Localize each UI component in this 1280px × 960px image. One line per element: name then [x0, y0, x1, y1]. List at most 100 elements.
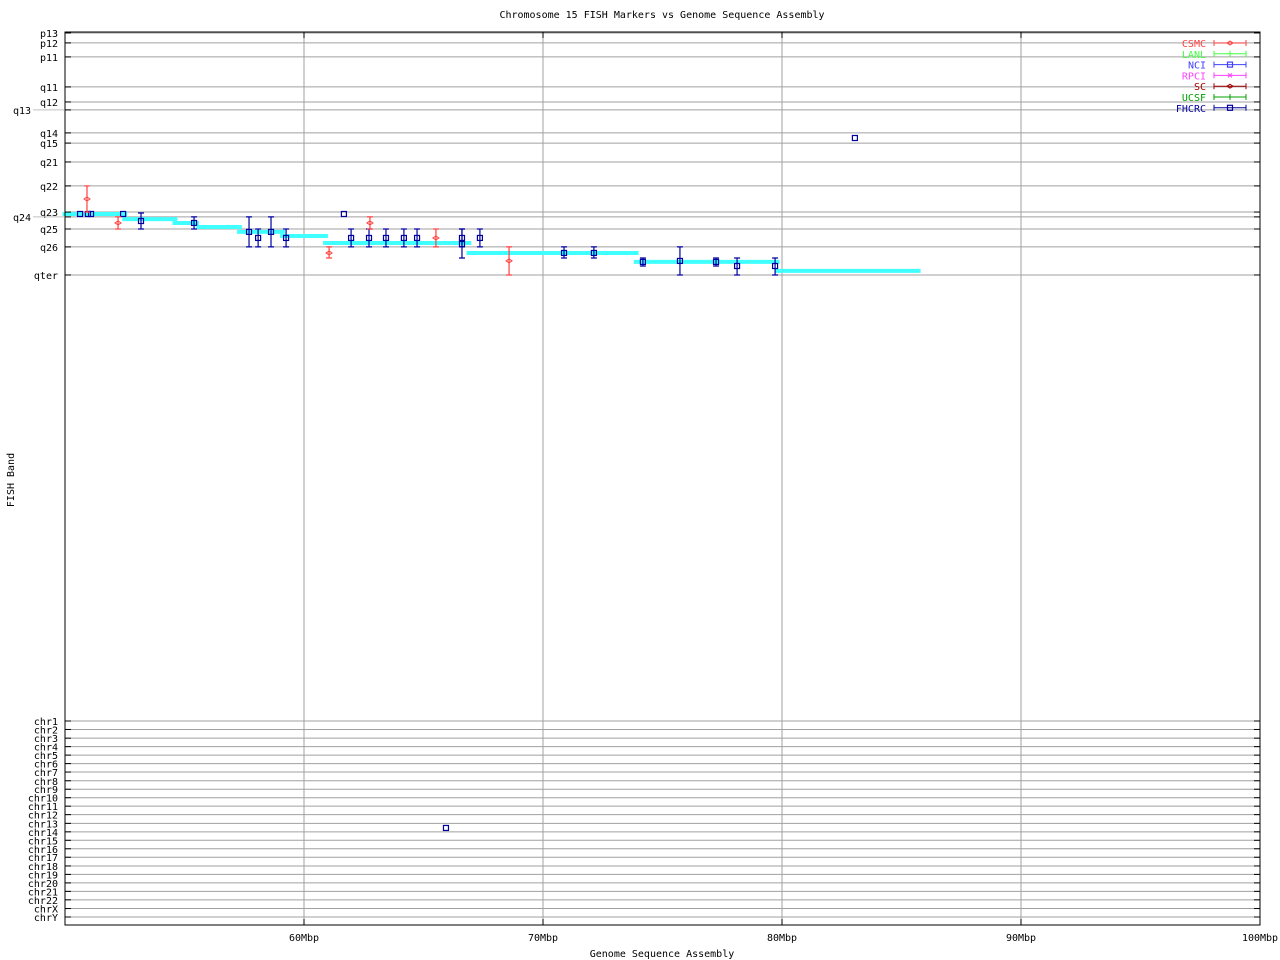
- data-point-fhcrc: [382, 234, 390, 242]
- grid: [65, 32, 1260, 925]
- error-bar: [366, 216, 373, 230]
- y-tick-label: chr22: [28, 896, 58, 907]
- data-point-csmc: [505, 258, 513, 264]
- data-point-fhcrc: [476, 234, 484, 242]
- y-tick-label: chr12: [28, 811, 58, 822]
- x-axis: 60Mbp 70Mbp 80Mbp 90Mbp 100Mbp: [289, 32, 1278, 944]
- legend-label: LANL: [1182, 50, 1206, 61]
- data-point-fhcrc: [137, 217, 145, 225]
- legend-marker: [1226, 61, 1234, 68]
- legend-label: UCSF: [1182, 93, 1206, 104]
- data-point-fhcrc: [87, 210, 95, 218]
- data-points: [76, 134, 858, 832]
- legend-line: [1213, 61, 1247, 68]
- assembly-segments: [62, 211, 921, 273]
- error-bar: [590, 246, 597, 259]
- data-point-fhcrc: [560, 249, 568, 257]
- error-bar: [676, 246, 683, 276]
- y-tick-label: q23: [40, 208, 58, 219]
- error-bar: [506, 246, 513, 276]
- error-bar: [458, 228, 465, 259]
- legend-label: CSMC: [1182, 39, 1206, 50]
- error-bar: [115, 216, 122, 230]
- y-tick-label: q11: [40, 83, 58, 94]
- y-tick-label: chr21: [28, 887, 58, 898]
- legend-line: [1213, 104, 1247, 111]
- chart-title: Chromosome 15 FISH Markers vs Genome Seq…: [499, 10, 824, 21]
- data-point-fhcrc: [712, 258, 720, 266]
- data-point-fhcrc: [442, 824, 450, 832]
- error-bar: [772, 257, 779, 276]
- data-point-fhcrc: [245, 228, 253, 235]
- y-tick-label: chr17: [28, 853, 58, 864]
- y-tick-label: chrX: [34, 905, 58, 916]
- legend-label: SC: [1194, 82, 1206, 93]
- data-point-fhcrc: [590, 249, 598, 257]
- y-tick-label: chr11: [28, 802, 58, 813]
- error-bar: [138, 212, 145, 230]
- error-bar: [191, 216, 198, 230]
- legend-label: FHCRC: [1176, 104, 1206, 115]
- legend-marker: [1226, 104, 1234, 111]
- error-bar: [283, 228, 290, 248]
- data-point-fhcrc: [771, 262, 779, 270]
- x-tick-label: 60Mbp: [289, 933, 319, 944]
- error-bar: [432, 228, 439, 248]
- y-tick-label: q26: [40, 243, 58, 254]
- y-tick-label: chr3: [34, 734, 58, 745]
- data-point-csmc: [83, 196, 91, 202]
- legend-label: RPCI: [1182, 71, 1206, 82]
- y-tick-label: chr8: [34, 777, 58, 788]
- y-tick-label: chr18: [28, 862, 58, 873]
- data-point-fhcrc: [365, 234, 373, 242]
- error-bar: [246, 216, 253, 248]
- y-tick-label: chr7: [34, 768, 58, 779]
- legend-label: NCI: [1188, 61, 1206, 72]
- data-point-fhcrc: [851, 134, 858, 142]
- y-tick-label: q14: [40, 129, 58, 140]
- data-point-fhcrc: [733, 262, 741, 270]
- data-point-fhcrc: [413, 234, 421, 242]
- data-point-fhcrc: [255, 234, 262, 242]
- x-tick-label: 90Mbp: [1006, 933, 1036, 944]
- y-tick-label: q12: [40, 98, 58, 109]
- y-tick-label: p13: [40, 29, 58, 40]
- data-point-fhcrc: [76, 210, 84, 218]
- data-point-fhcrc: [676, 257, 684, 265]
- error-bar: [476, 228, 483, 248]
- x-axis-label: Genome Sequence Assembly: [590, 949, 735, 960]
- data-point-fhcrc: [282, 234, 290, 242]
- legend-marker: [1226, 40, 1234, 46]
- y-tick-label: chr19: [28, 870, 58, 881]
- y-tick-label: q13: [13, 106, 31, 117]
- error-bar: [414, 228, 421, 248]
- legend-line: [1213, 83, 1247, 90]
- x-tick-label: 80Mbp: [767, 933, 797, 944]
- y-tick-label: chr14: [28, 828, 58, 839]
- legend-marker: [1227, 73, 1233, 78]
- error-bar: [382, 228, 389, 248]
- y-tick-label: q25: [40, 225, 58, 236]
- error-bar: [348, 228, 355, 248]
- y-tick-label: chr16: [28, 845, 58, 856]
- y-tick-label: q15: [40, 139, 58, 150]
- data-point-csmc: [366, 220, 374, 226]
- y-tick-label: qter: [34, 271, 58, 282]
- error-bar: [326, 246, 333, 259]
- error-bar: [255, 228, 262, 248]
- data-point-fhcrc: [347, 234, 355, 242]
- data-point-fhcrc: [340, 210, 348, 218]
- legend-marker: [1226, 83, 1234, 89]
- y-tick-label: q21: [40, 158, 58, 169]
- y-tick-label: chr9: [34, 785, 58, 796]
- data-point-fhcrc: [639, 258, 647, 266]
- data-point-fhcrc: [119, 210, 127, 218]
- y-tick-label: chr15: [28, 836, 58, 847]
- error-bar: [83, 185, 90, 213]
- y-tick-label: chr1: [34, 717, 58, 728]
- y-axis-label: FISH Band: [6, 453, 17, 507]
- data-point-csmc: [432, 235, 440, 241]
